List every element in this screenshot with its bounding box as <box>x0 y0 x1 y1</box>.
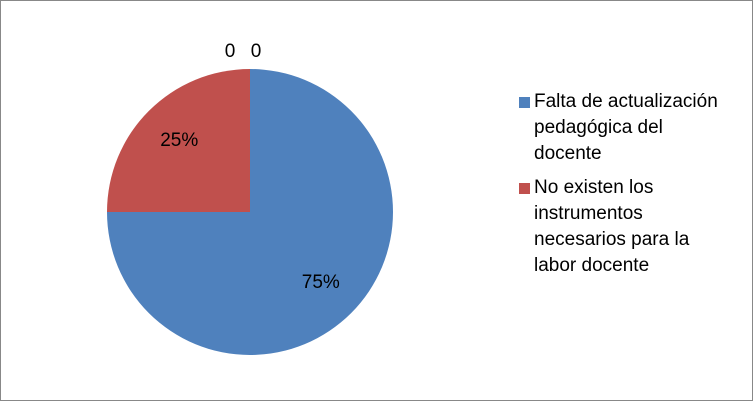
legend-label: No existen los instrumentos necesarios p… <box>534 177 690 276</box>
legend-item: No existen los instrumentos necesarios p… <box>519 175 734 279</box>
legend-swatch <box>519 183 530 194</box>
legend: Falta de actualización pedagógica del do… <box>519 89 734 287</box>
legend-label: Falta de actualización pedagógica del do… <box>534 91 718 164</box>
data-label: 0 <box>251 41 262 62</box>
legend-item: Falta de actualización pedagógica del do… <box>519 89 734 167</box>
data-label: 25% <box>160 130 198 151</box>
data-label: 75% <box>302 272 340 293</box>
data-label: 0 <box>225 41 236 62</box>
pie-slice <box>107 69 250 212</box>
legend-swatch <box>519 97 530 108</box>
